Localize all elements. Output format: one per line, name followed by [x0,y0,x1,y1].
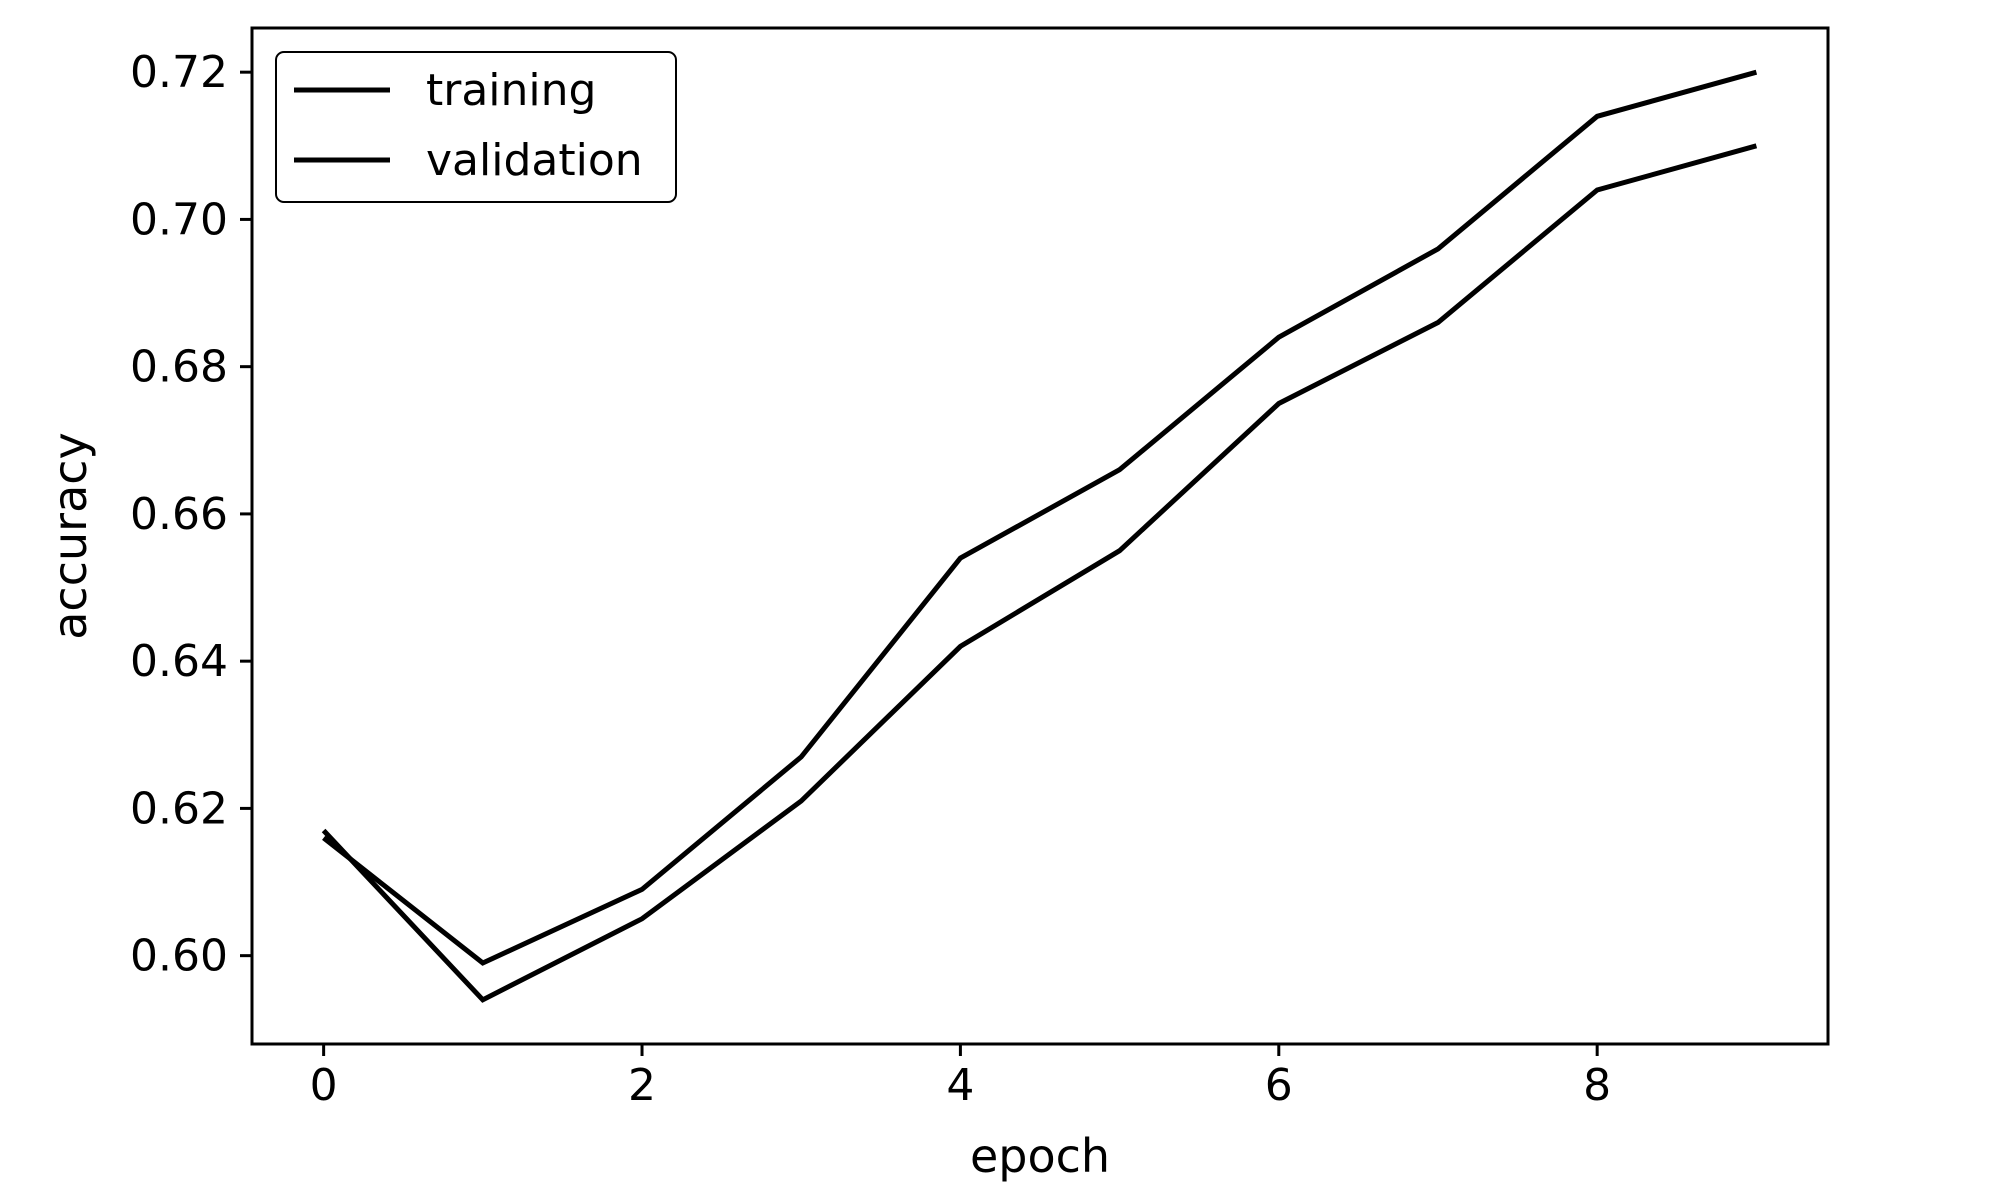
series-line-validation [322,69,1758,966]
x-axis-label: epoch [970,1129,1110,1183]
x-tick-label: 6 [1265,1060,1293,1111]
y-tick-label: 0.62 [130,783,228,834]
y-tick-label: 0.64 [130,636,228,687]
legend: training validation [275,51,677,203]
y-tick-label: 0.60 [130,931,228,982]
y-tick-label: 0.72 [130,47,228,98]
y-tick-label: 0.70 [130,194,228,245]
series-line-training [321,143,1758,1003]
legend-label-validation: validation [426,135,643,186]
x-tick-label: 2 [628,1060,656,1111]
y-tick-label: 0.68 [130,342,228,393]
legend-entries: training validation [294,65,643,186]
y-tick-label: 0.66 [130,489,228,540]
x-axis: 0 2 4 6 8 [310,1044,1611,1111]
series-layer [321,69,1758,1003]
plot-area-frame [250,26,1830,1046]
y-axis-label: accuracy [43,432,97,640]
x-tick-label: 4 [946,1060,974,1111]
legend-label-training: training [426,65,596,116]
x-tick-label: 8 [1583,1060,1611,1111]
x-tick-label: 0 [310,1060,338,1111]
y-axis: 0.60 0.62 0.64 0.66 0.68 0.70 0.72 [130,47,252,982]
